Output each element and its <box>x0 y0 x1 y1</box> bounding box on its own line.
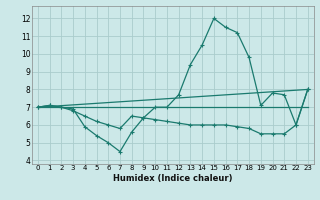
X-axis label: Humidex (Indice chaleur): Humidex (Indice chaleur) <box>113 174 233 183</box>
